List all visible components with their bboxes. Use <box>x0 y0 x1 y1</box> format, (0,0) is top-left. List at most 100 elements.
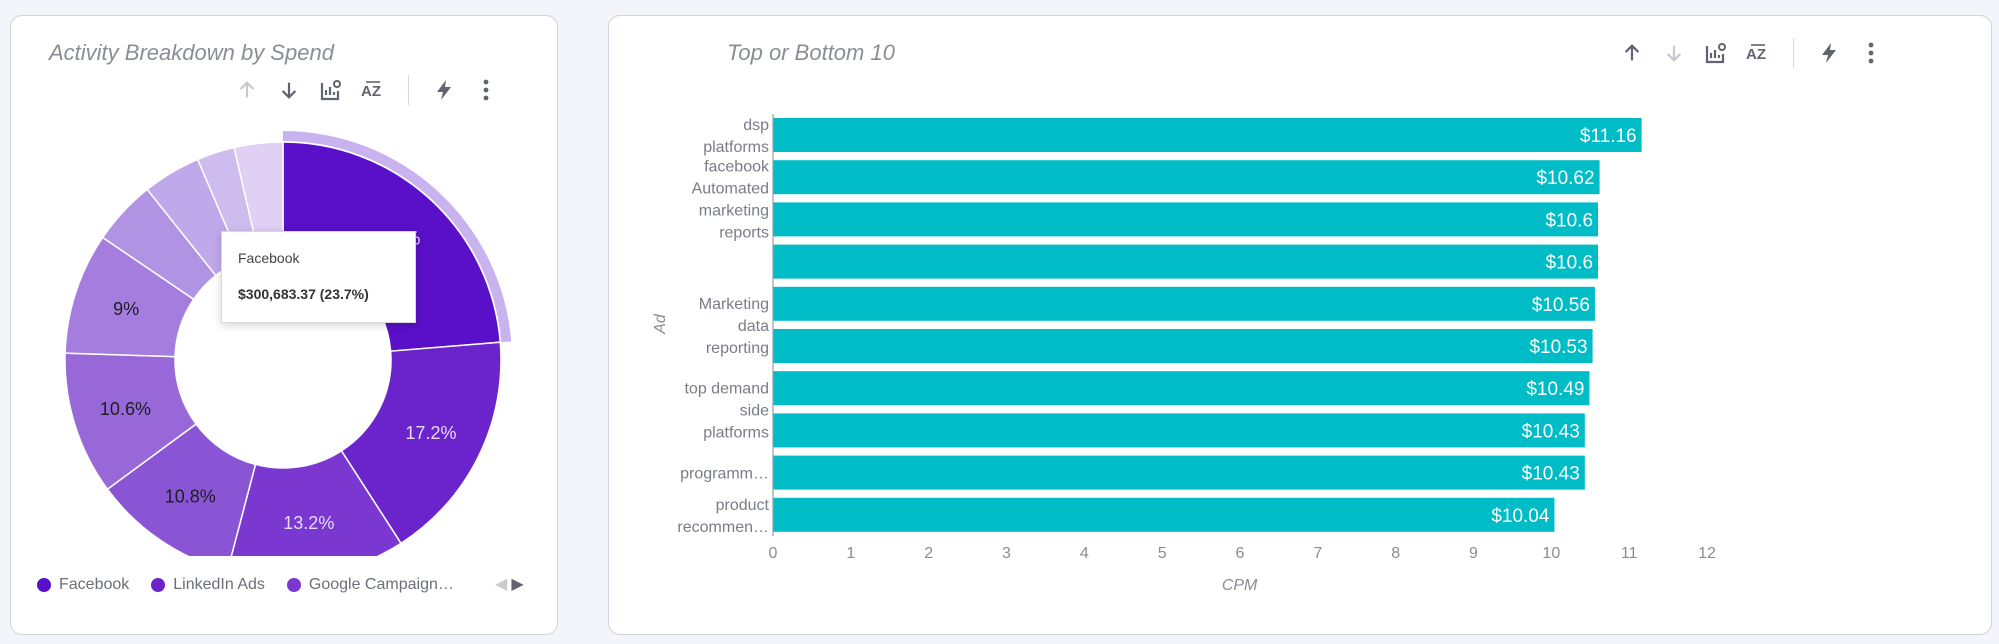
donut-slice-label: 17.2% <box>405 423 456 443</box>
chart-tooltip: Facebook $300,683.37 (23.7%) <box>221 231 416 323</box>
legend-item-facebook[interactable]: Facebook <box>37 576 129 594</box>
donut-slice-label: 10.8% <box>165 486 216 506</box>
legend-swatch <box>151 578 166 592</box>
legend-item-linkedin-ads[interactable]: LinkedIn Ads <box>151 576 265 594</box>
more-options-button[interactable] <box>1850 35 1892 71</box>
x-tick-label: 5 <box>1158 545 1167 562</box>
donut-toolbar: AZ <box>226 72 507 108</box>
bar-value-label: $10.62 <box>1536 168 1594 189</box>
sort-ascending-icon <box>1624 44 1640 61</box>
donut-slice-label: 13.2% <box>283 513 334 533</box>
donut-slice-hover-halo <box>283 131 512 343</box>
bar-chart-panel: Top or Bottom 10 AZ $11.16 $10.62 $10.6 $10… <box>608 15 1992 635</box>
tooltip-value: $300,683.37 (23.7%) <box>238 286 369 302</box>
lightning-button[interactable] <box>423 72 465 108</box>
sort-ascending-button[interactable] <box>1611 35 1653 71</box>
y-category-label: dsp <box>743 117 769 134</box>
y-axis-title: Ad <box>652 313 669 335</box>
bar[interactable] <box>773 286 1595 321</box>
sort-alphabetical-button[interactable]: AZ <box>352 72 394 108</box>
x-tick-label: 0 <box>769 545 778 562</box>
donut-slice[interactable] <box>340 341 502 545</box>
y-category-label: Marketing <box>699 296 769 313</box>
sort-descending-icon <box>281 82 297 99</box>
x-tick-label: 12 <box>1698 545 1716 562</box>
x-tick-label: 2 <box>924 545 933 562</box>
legend-swatch <box>286 578 301 592</box>
bar-toolbar: AZ <box>1611 35 1892 71</box>
bar-value-label: $10.56 <box>1532 295 1590 316</box>
x-tick-label: 4 <box>1080 545 1089 562</box>
y-category-label: marketing <box>699 202 769 219</box>
bar-chart: $11.16 $10.62 $10.6 $10.6 $10.56 $10.53 $10.49… <box>652 114 1716 594</box>
bar-value-label: $10.43 <box>1522 464 1580 485</box>
x-tick-label: 1 <box>846 545 855 562</box>
sort-alphabetical-button[interactable]: AZ <box>1737 35 1779 71</box>
more-vertical-icon <box>483 79 489 101</box>
y-category-label: platforms <box>703 139 769 156</box>
more-options-button[interactable] <box>465 72 507 108</box>
bar-value-label: $10.04 <box>1491 506 1550 527</box>
bar[interactable] <box>773 455 1585 490</box>
y-category-label: top demand <box>684 380 769 397</box>
y-category-label: side <box>740 402 769 419</box>
sort-alphabetical-icon: AZ <box>361 81 381 100</box>
x-tick-label: 10 <box>1542 545 1560 562</box>
bar-value-label: $10.53 <box>1529 337 1587 358</box>
legend-pagination: ◀ ▶ <box>495 574 528 594</box>
bar-chart-title: Top or Bottom 10 <box>727 40 895 65</box>
y-category-label: programm… <box>680 466 769 483</box>
sort-descending-button[interactable] <box>1653 35 1695 71</box>
bar-value-label: $10.6 <box>1545 253 1593 274</box>
x-tick-label: 8 <box>1391 545 1400 562</box>
lightning-button[interactable] <box>1808 35 1850 71</box>
bar[interactable] <box>773 329 1593 363</box>
x-tick-label: 3 <box>1002 545 1011 562</box>
legend-label: Google Campaign… <box>308 576 454 593</box>
chart-settings-icon <box>1705 43 1726 64</box>
more-vertical-icon <box>1868 42 1874 64</box>
tooltip-title: Facebook <box>238 250 300 266</box>
y-category-label: data <box>738 318 769 335</box>
bar[interactable] <box>773 160 1600 195</box>
sort-ascending-button[interactable] <box>226 72 268 108</box>
bar[interactable] <box>773 497 1555 532</box>
bar-value-label: $10.43 <box>1522 421 1580 442</box>
y-category-label: recommen… <box>677 519 769 536</box>
sort-alphabetical-icon: AZ <box>1746 44 1766 63</box>
bar[interactable] <box>773 413 1585 448</box>
bar-value-label: $10.49 <box>1526 379 1584 400</box>
donut-legend: Facebook LinkedIn Ads Google Campaign… <box>37 576 476 594</box>
donut-slice-label: 9% <box>113 299 139 319</box>
sort-descending-icon <box>1666 45 1682 62</box>
y-category-label: reporting <box>706 340 769 357</box>
svg-text:AZ: AZ <box>1746 46 1766 63</box>
sort-ascending-icon <box>239 81 255 98</box>
x-tick-label: 9 <box>1469 545 1478 562</box>
legend-item-google-campaign[interactable]: Google Campaign… <box>286 576 454 594</box>
bar[interactable] <box>773 202 1599 237</box>
y-category-label: reports <box>719 224 769 241</box>
x-tick-label: 11 <box>1621 545 1638 562</box>
x-tick-label: 6 <box>1236 545 1245 562</box>
chart-settings-button[interactable] <box>310 72 352 108</box>
x-tick-label: 7 <box>1313 545 1322 562</box>
y-category-label: product <box>716 497 770 514</box>
bar-value-label: $11.16 <box>1580 126 1637 147</box>
donut-chart-panel: Activity Breakdown by Spend AZ 23.7%17.2… <box>10 15 558 635</box>
donut-slice[interactable] <box>227 449 403 556</box>
bar[interactable] <box>773 244 1599 279</box>
donut-slice-label: 10.6% <box>100 399 151 419</box>
legend-swatch <box>37 578 51 592</box>
chart-settings-button[interactable] <box>1695 35 1737 71</box>
chart-settings-icon <box>320 80 341 101</box>
bar-value-label: $10.6 <box>1545 210 1593 231</box>
toolbar-divider <box>1793 38 1794 68</box>
bar[interactable] <box>773 118 1642 152</box>
legend-prev-button[interactable]: ◀ <box>495 576 508 593</box>
sort-descending-button[interactable] <box>268 72 310 108</box>
legend-label: Facebook <box>59 576 130 593</box>
bar[interactable] <box>773 371 1590 406</box>
legend-next-button[interactable]: ▶ <box>511 576 524 593</box>
toolbar-divider <box>408 75 409 105</box>
